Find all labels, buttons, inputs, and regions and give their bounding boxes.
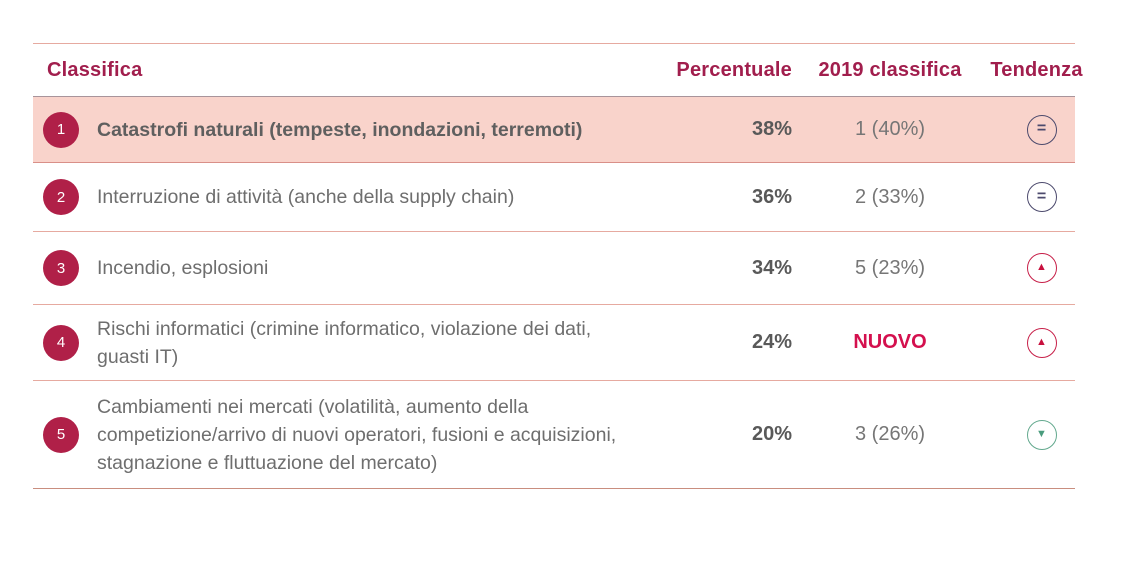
risk-label: Cambiamenti nei mercati (volatilità, aum… [97,395,617,474]
up-arrow-glyph: ▲ [1036,261,1047,273]
rank-badge: 3 [43,250,79,286]
table-header-row: Classifica Percentuale 2019 classifica T… [33,43,1082,97]
risk-cell: 2 Interruzione di attività (anche della … [33,179,640,215]
table-row: 4 Rischi informatici (crimine informatic… [33,305,1075,381]
prev-year-rank: 2 (33%) [854,185,926,208]
risk-cell: 3 Incendio, esplosioni [33,250,640,286]
percentage-value: 34% [751,256,792,279]
prev-year-rank: 3 (26%) [854,423,926,445]
up-arrow-glyph: ▲ [1036,335,1047,348]
percentage-value: 36% [751,185,792,208]
table-row: 2 Interruzione di attività (anche della … [33,163,1075,232]
table-row: 5 Cambiamenti nei mercati (volatilità, a… [33,381,1075,489]
percentage-value: 38% [751,118,792,140]
header-2019-classifica: 2019 classifica [818,58,962,81]
risk-cell: 1 Catastrofi naturali (tempeste, inondaz… [33,111,640,148]
equal-trend-icon: = [1026,114,1057,145]
prev-year-rank: 5 (23%) [854,256,926,279]
risk-label: Rischi informatici (crimine informatico,… [97,317,592,368]
percentage-value: 24% [751,331,792,353]
risk-label: Catastrofi naturali (tempeste, inondazio… [97,118,583,141]
risk-ranking-table: Classifica Percentuale 2019 classifica T… [33,43,1082,489]
table-row: 3 Incendio, esplosioni 34% 5 (23%) ▲ [33,232,1075,305]
rank-badge: 4 [43,324,79,361]
prev-year-rank: 1 (40%) [854,118,926,140]
header-tendenza: Tendenza [990,58,1083,81]
down-arrow-glyph: ▼ [1036,427,1047,440]
up-trend-icon: ▲ [1026,253,1057,283]
header-classifica: Classifica [47,58,143,81]
up-trend-icon: ▲ [1026,327,1057,358]
rank-badge: 5 [43,416,79,453]
table-row: 1 Catastrofi naturali (tempeste, inondaz… [33,97,1075,163]
equal-glyph: = [1036,187,1047,205]
rank-badge: 1 [43,111,79,148]
down-trend-icon: ▼ [1026,419,1057,450]
risk-cell: 4 Rischi informatici (crimine informatic… [33,315,640,371]
risk-label: Interruzione di attività (anche della su… [97,186,515,208]
equal-glyph: = [1036,120,1047,137]
risk-cell: 5 Cambiamenti nei mercati (volatilità, a… [33,393,640,477]
new-entry-label: NUOVO [853,331,927,353]
rank-badge: 2 [43,179,79,215]
percentage-value: 20% [751,423,792,445]
risk-label: Incendio, esplosioni [97,257,269,279]
header-percentuale: Percentuale [676,58,792,81]
equal-trend-icon: = [1026,182,1057,212]
